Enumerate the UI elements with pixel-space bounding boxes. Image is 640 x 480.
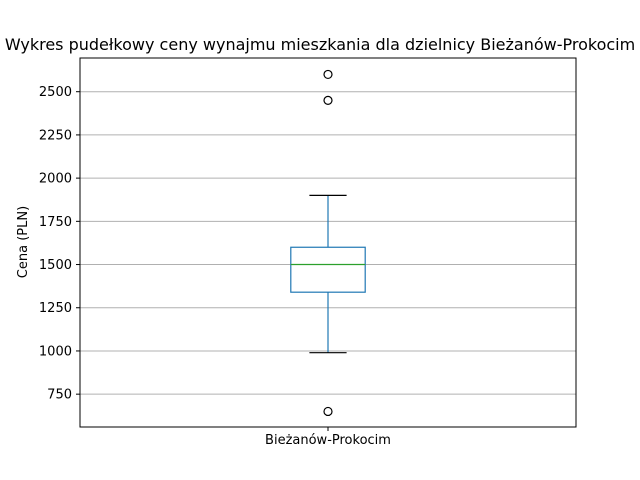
chart-title: Wykres pudełkowy ceny wynajmu mieszkania… xyxy=(5,35,635,54)
y-axis-label: Cena (PLN) xyxy=(16,206,31,278)
iqr-box xyxy=(290,246,366,293)
outlier-point xyxy=(323,406,333,417)
y-tick-label: 750 xyxy=(47,388,72,403)
y-tick-label: 2500 xyxy=(39,85,72,100)
outlier-point xyxy=(323,95,333,105)
box-plot-elements xyxy=(290,69,366,417)
y-tick-label: 1250 xyxy=(39,301,72,316)
outlier-point xyxy=(323,69,333,80)
y-tick-label: 2250 xyxy=(39,128,72,143)
x-tick-label: Bieżanów-Prokocim xyxy=(265,433,391,448)
y-tick-label: 1000 xyxy=(39,344,72,359)
x-axis-ticks: Bieżanów-Prokocim xyxy=(265,427,391,448)
y-tick-label: 1750 xyxy=(39,215,72,230)
y-axis-ticks: 750 1000 1250 1500 1750 2000 2250 2500 xyxy=(39,85,80,403)
y-tick-label: 2000 xyxy=(39,172,72,187)
y-tick-label: 1500 xyxy=(39,258,72,273)
